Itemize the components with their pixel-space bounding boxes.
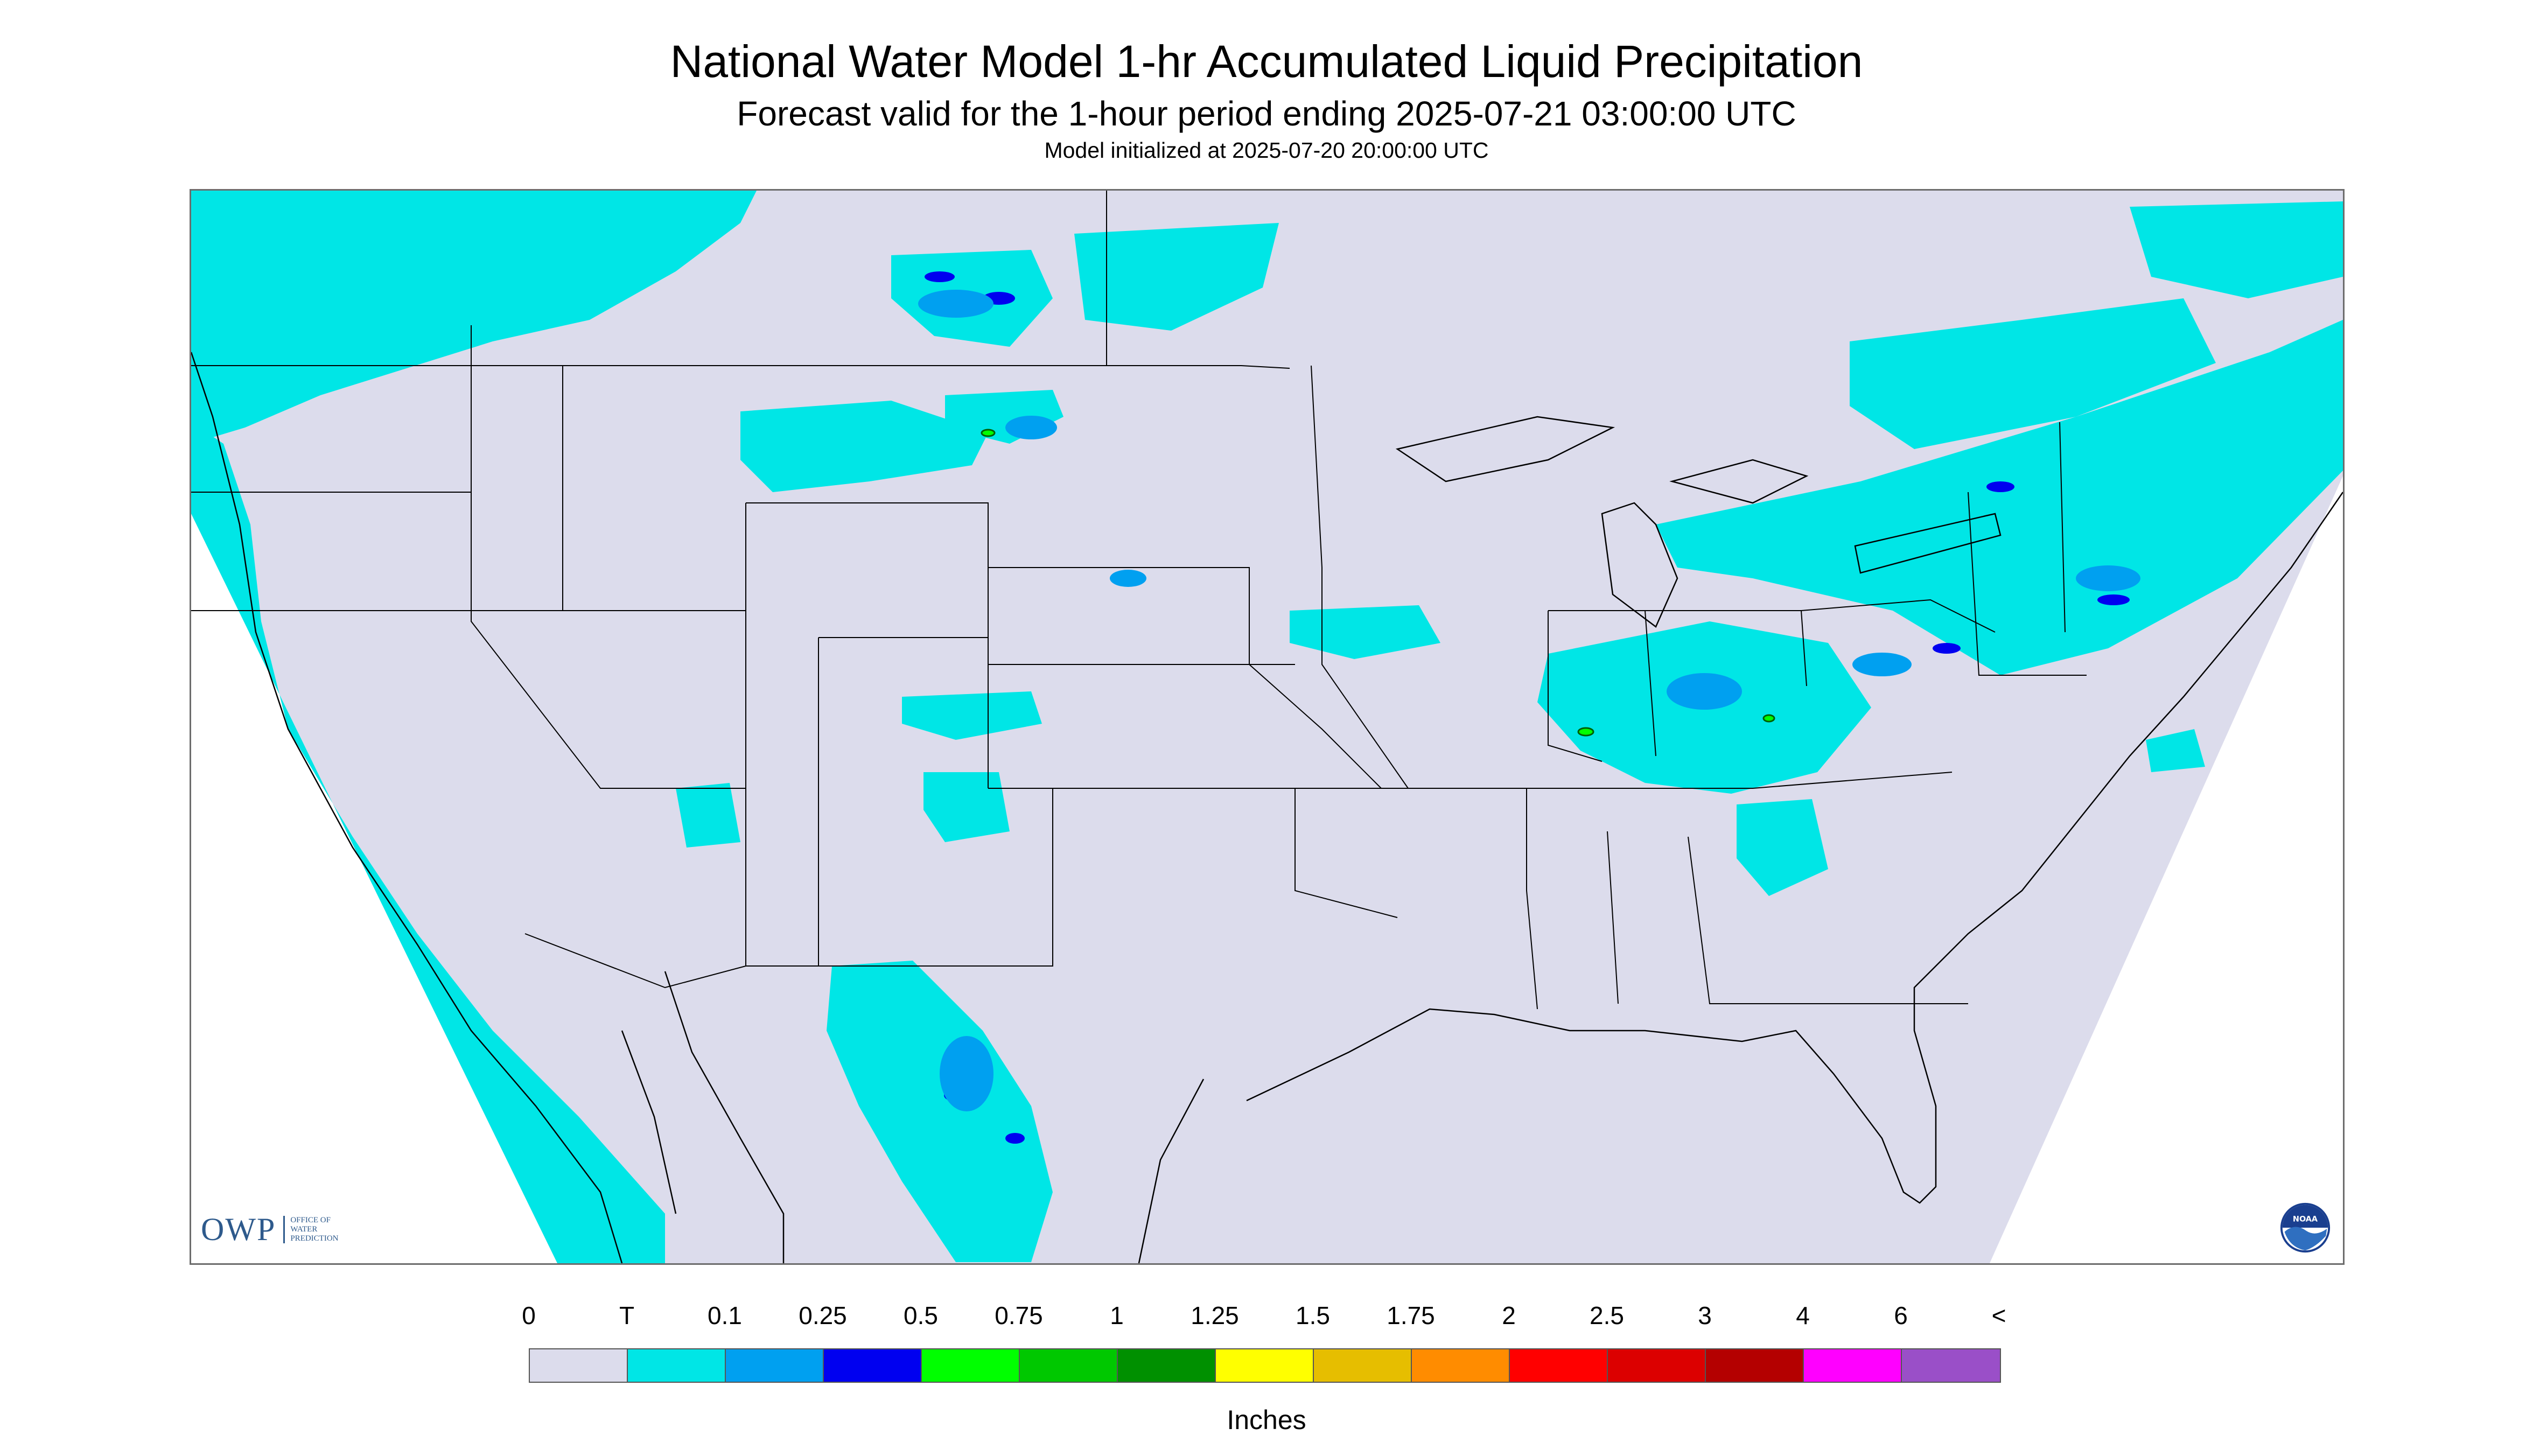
legend-units-label: Inches <box>1227 1405 1306 1435</box>
legend-swatch <box>628 1349 726 1382</box>
legend-tick-label: 0.75 <box>995 1301 1043 1329</box>
legend-tick-label: 0.1 <box>708 1301 742 1329</box>
map-title: National Water Model 1-hr Accumulated Li… <box>670 36 1863 87</box>
legend-swatch <box>530 1349 628 1382</box>
legend-tick-label: 0.25 <box>799 1301 847 1329</box>
legend-tick-label: 1.25 <box>1191 1301 1239 1329</box>
legend <box>529 1348 2001 1383</box>
legend-tick-label: 1.5 <box>1296 1301 1330 1329</box>
legend-swatch <box>1412 1349 1510 1382</box>
owp-logo-subtitle: OFFICE OF WATER PREDICTION <box>283 1216 339 1243</box>
precip-cores-green <box>981 429 1775 737</box>
precip-cores-light-blue <box>918 290 2140 1111</box>
owp-subtitle-line: PREDICTION <box>290 1234 339 1243</box>
legend-swatch <box>1706 1349 1804 1382</box>
noaa-logo-text: NOAA <box>2293 1215 2318 1223</box>
precip-area-canada-east <box>1850 298 2216 449</box>
map-canvas <box>191 191 2343 1263</box>
legend-tick-label: 6 <box>1894 1301 1908 1329</box>
legend-color-bar <box>529 1348 2001 1383</box>
legend-tick-label: T <box>619 1301 635 1329</box>
model-init-line: Model initialized at 2025-07-20 20:00:00… <box>1044 138 1489 163</box>
legend-tick-label: 4 <box>1796 1301 1810 1329</box>
legend-swatch <box>1020 1349 1118 1382</box>
legend-tick-label: 0 <box>522 1301 536 1329</box>
legend-tick-label: 0.5 <box>904 1301 938 1329</box>
precip-area-montana <box>740 401 988 492</box>
legend-swatch <box>726 1349 824 1382</box>
legend-swatch <box>1902 1349 2000 1382</box>
legend-tick-label: 2.5 <box>1590 1301 1624 1329</box>
owp-logo: OWP OFFICE OF WATER PREDICTION <box>201 1211 339 1248</box>
legend-tick-label: < <box>1991 1301 2006 1329</box>
precipitation-map: OWP OFFICE OF WATER PREDICTION NOAA <box>190 189 2345 1265</box>
precip-area-iowa <box>1290 605 1440 659</box>
legend-tick-label: 3 <box>1698 1301 1712 1329</box>
precip-area-sierra-madre <box>827 961 1053 1262</box>
owp-subtitle-line: OFFICE OF <box>290 1216 331 1224</box>
precip-area-colorado <box>902 691 1042 740</box>
precip-area-pacific <box>191 422 665 1263</box>
legend-swatch <box>1216 1349 1314 1382</box>
legend-swatch <box>1314 1349 1412 1382</box>
coastlines <box>191 352 2343 1263</box>
precip-area-canada-north <box>1074 223 1279 331</box>
legend-tick-label: 1.75 <box>1387 1301 1435 1329</box>
legend-swatch <box>1608 1349 1706 1382</box>
model-domain <box>191 191 2343 1263</box>
precip-area-labrador <box>2130 201 2343 298</box>
forecast-valid-subtitle: Forecast valid for the 1-hour period end… <box>737 94 1796 133</box>
owp-logo-text: OWP <box>201 1212 276 1247</box>
precip-area-north <box>191 191 757 444</box>
owp-subtitle-line: WATER <box>290 1225 318 1234</box>
precip-area-northeast <box>1656 320 2343 675</box>
legend-swatch <box>1118 1349 1216 1382</box>
legend-tick-label: 1 <box>1110 1301 1124 1329</box>
legend-swatch <box>1510 1349 1608 1382</box>
precip-area-arizona <box>676 783 740 848</box>
legend-swatch <box>922 1349 1020 1382</box>
legend-tick-label: 2 <box>1502 1301 1516 1329</box>
noaa-logo: NOAA <box>2280 1202 2331 1253</box>
legend-swatch <box>824 1349 922 1382</box>
legend-swatch <box>1804 1349 1902 1382</box>
precip-area-carolinas <box>1737 799 1828 896</box>
precip-area-new-mexico <box>923 772 1010 842</box>
precip-area-atlantic <box>2146 729 2205 772</box>
